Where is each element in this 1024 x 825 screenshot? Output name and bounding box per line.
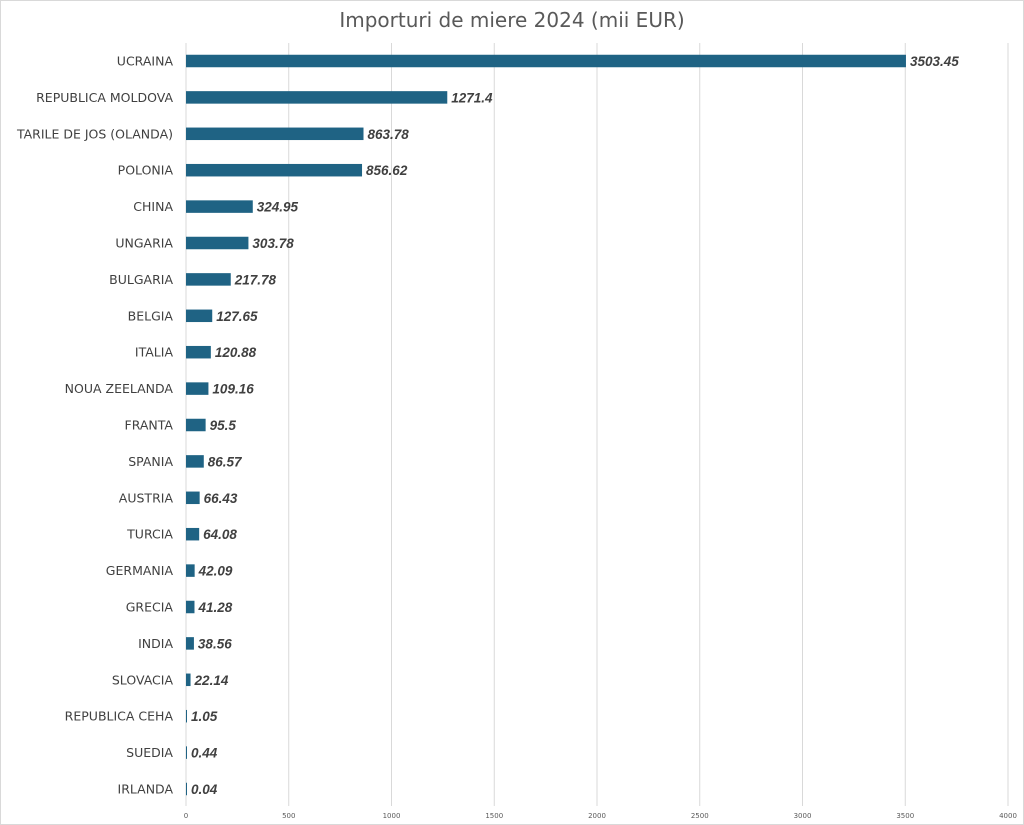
bar [186, 673, 191, 687]
category-label: SPANIA [128, 454, 173, 469]
data-label: 1.05 [191, 709, 218, 724]
bar [186, 527, 200, 541]
category-label: UNGARIA [115, 236, 173, 251]
category-label: SUEDIA [126, 745, 173, 760]
category-label: GERMANIA [106, 563, 174, 578]
data-label: 86.57 [208, 454, 243, 469]
data-label: 38.56 [198, 636, 232, 651]
bar [186, 709, 187, 723]
data-label: 64.08 [203, 527, 237, 542]
bar [186, 236, 249, 250]
category-label: INDIA [138, 636, 173, 651]
data-label: 3503.45 [910, 54, 959, 69]
bar [186, 273, 231, 286]
x-tick-label: 4000 [999, 812, 1017, 820]
category-label: TURCIA [126, 527, 173, 542]
category-label: UCRAINA [117, 54, 174, 69]
bar [186, 163, 363, 177]
gridlines [185, 43, 1009, 806]
bar [186, 382, 209, 395]
category-label: BELGIA [128, 308, 174, 323]
category-label: CHINA [133, 199, 173, 214]
category-label: REPUBLICA MOLDOVA [36, 90, 173, 105]
bar [186, 127, 364, 141]
bar [186, 746, 187, 759]
bar [186, 637, 194, 650]
category-label: SLOVACIA [112, 672, 174, 687]
data-label: 41.28 [197, 600, 232, 615]
data-label: 217.78 [234, 272, 277, 287]
x-tick-label: 500 [282, 812, 295, 820]
data-label: 109.16 [212, 382, 254, 397]
bar [186, 782, 187, 796]
data-label: 303.78 [252, 236, 294, 251]
data-label: 324.95 [257, 200, 299, 215]
bar [186, 309, 213, 323]
chart-title: Importuri de miere 2024 (mii EUR) [339, 8, 685, 32]
category-label: POLONIA [118, 163, 174, 178]
category-label: NOUA ZEELANDA [65, 381, 174, 396]
x-tick-label: 1500 [485, 812, 503, 820]
bars [186, 54, 906, 796]
bar [186, 455, 204, 468]
category-label: AUSTRIA [119, 490, 174, 505]
x-tick-label: 1000 [383, 812, 401, 820]
category-label: GRECIA [126, 600, 174, 615]
bar [186, 54, 906, 68]
category-label: ITALIA [135, 345, 174, 360]
bar [186, 564, 195, 577]
category-label: IRLANDA [118, 782, 174, 797]
x-tick-label: 2000 [588, 812, 606, 820]
x-tick-label: 0 [184, 812, 188, 820]
data-label: 1271.4 [451, 90, 493, 105]
bar [186, 491, 200, 505]
data-label: 0.44 [191, 746, 218, 761]
labels: 0 500 1000 1500 2000 2500 3000 3500 4000 UCRAINA 3… [16, 54, 1017, 821]
x-tick-label: 3000 [794, 812, 812, 820]
category-label: BULGARIA [109, 272, 173, 287]
data-label: 22.14 [194, 673, 229, 688]
category-label: REPUBLICA CEHA [65, 709, 174, 724]
category-label: FRANTA [125, 418, 174, 433]
bar [186, 200, 253, 213]
x-tick-label: 2500 [691, 812, 709, 820]
data-label: 120.88 [215, 345, 257, 360]
data-label: 856.62 [366, 163, 408, 178]
bar [186, 345, 211, 359]
data-label: 95.5 [210, 418, 237, 433]
data-label: 42.09 [198, 564, 233, 579]
bar [186, 600, 195, 614]
x-tick-label: 3500 [896, 812, 914, 820]
data-label: 863.78 [368, 127, 410, 142]
category-label: TARILE DE JOS (OLANDA) [16, 126, 173, 141]
bar [186, 91, 448, 104]
data-label: 66.43 [204, 491, 238, 506]
data-label: 0.04 [191, 782, 218, 797]
bar [186, 418, 206, 432]
data-label: 127.65 [216, 309, 258, 324]
